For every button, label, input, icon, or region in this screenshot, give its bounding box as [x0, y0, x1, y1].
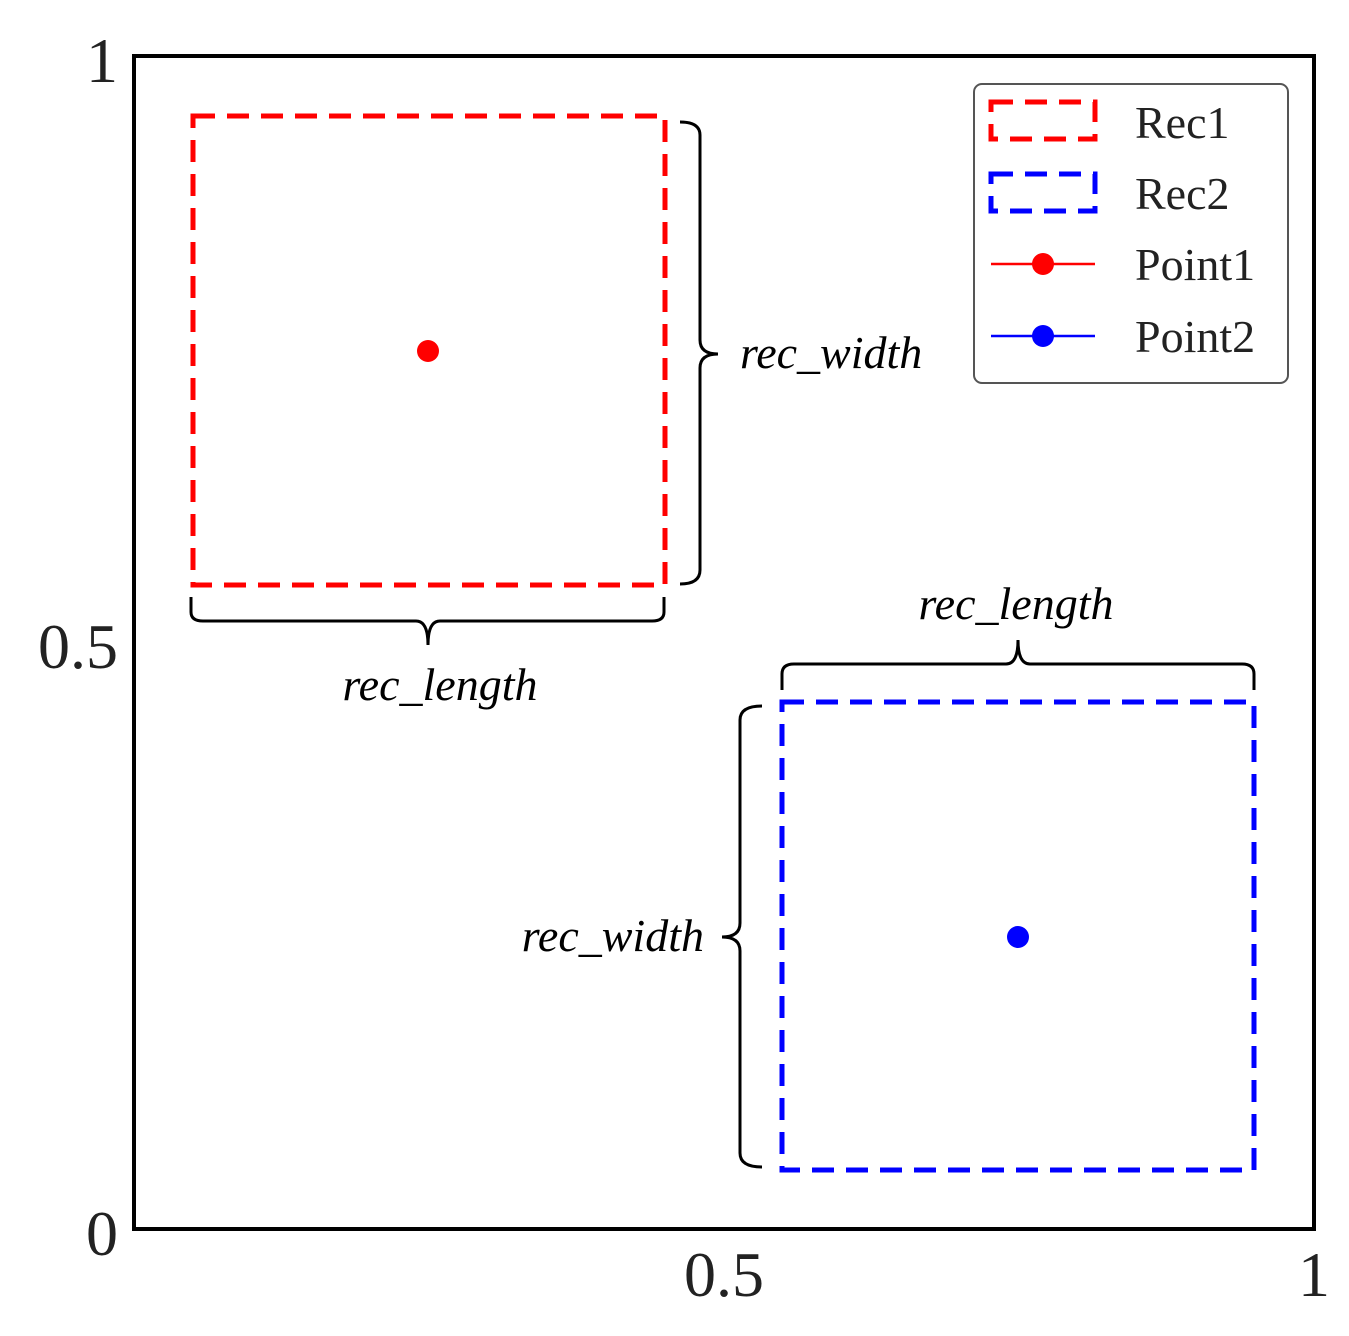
legend-point2-marker [1032, 325, 1054, 347]
legend-point1-marker [1032, 253, 1054, 275]
legend-rec1-label: Rec1 [1135, 97, 1230, 148]
rec2-width-brace [721, 704, 763, 1169]
rec2-width-label: rec_width [522, 910, 704, 961]
rec1-rectangle [190, 113, 668, 588]
rec2-length-brace [780, 639, 1256, 690]
x-tick-0-5: 0.5 [684, 1239, 764, 1310]
legend-rec2-label: Rec2 [1135, 168, 1230, 219]
rec2-length-label: rec_length [918, 578, 1113, 629]
rec1-length-brace [189, 597, 666, 646]
x-tick-1: 1 [1298, 1239, 1330, 1310]
legend: Rec1 Rec2 Point1 Point2 [973, 83, 1289, 384]
point1-marker [417, 340, 439, 362]
legend-rec1-swatch [988, 99, 1098, 142]
rec2-rectangle [779, 699, 1257, 1173]
axes-frame [132, 54, 1316, 1231]
y-tick-0: 0 [86, 1198, 118, 1269]
legend-box [973, 83, 1289, 384]
legend-point2-label: Point2 [1135, 311, 1255, 362]
rec1-length-label: rec_length [342, 659, 537, 710]
y-tick-1: 1 [86, 25, 118, 96]
legend-point1-label: Point1 [1135, 239, 1255, 290]
y-tick-0-5: 0.5 [38, 611, 118, 682]
legend-rec2-swatch [988, 171, 1098, 214]
rec1-width-label: rec_width [740, 327, 922, 378]
rec1-width-brace [679, 120, 719, 586]
point2-marker [1007, 926, 1029, 948]
